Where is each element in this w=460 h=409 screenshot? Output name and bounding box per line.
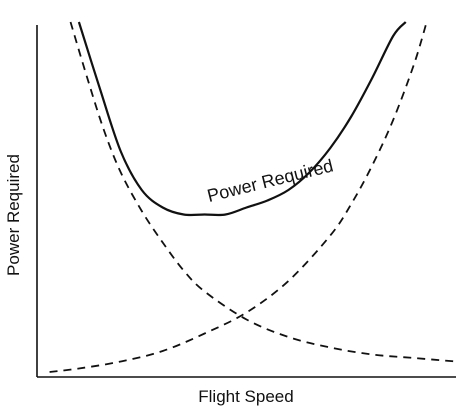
y-axis-label: Power Required xyxy=(4,154,23,276)
power-required-curve xyxy=(77,21,407,217)
series-layer xyxy=(49,21,457,373)
ascending-dashed-curve xyxy=(49,21,428,373)
x-axis-label: Flight Speed xyxy=(198,387,293,406)
descending-dashed-curve xyxy=(69,21,457,363)
